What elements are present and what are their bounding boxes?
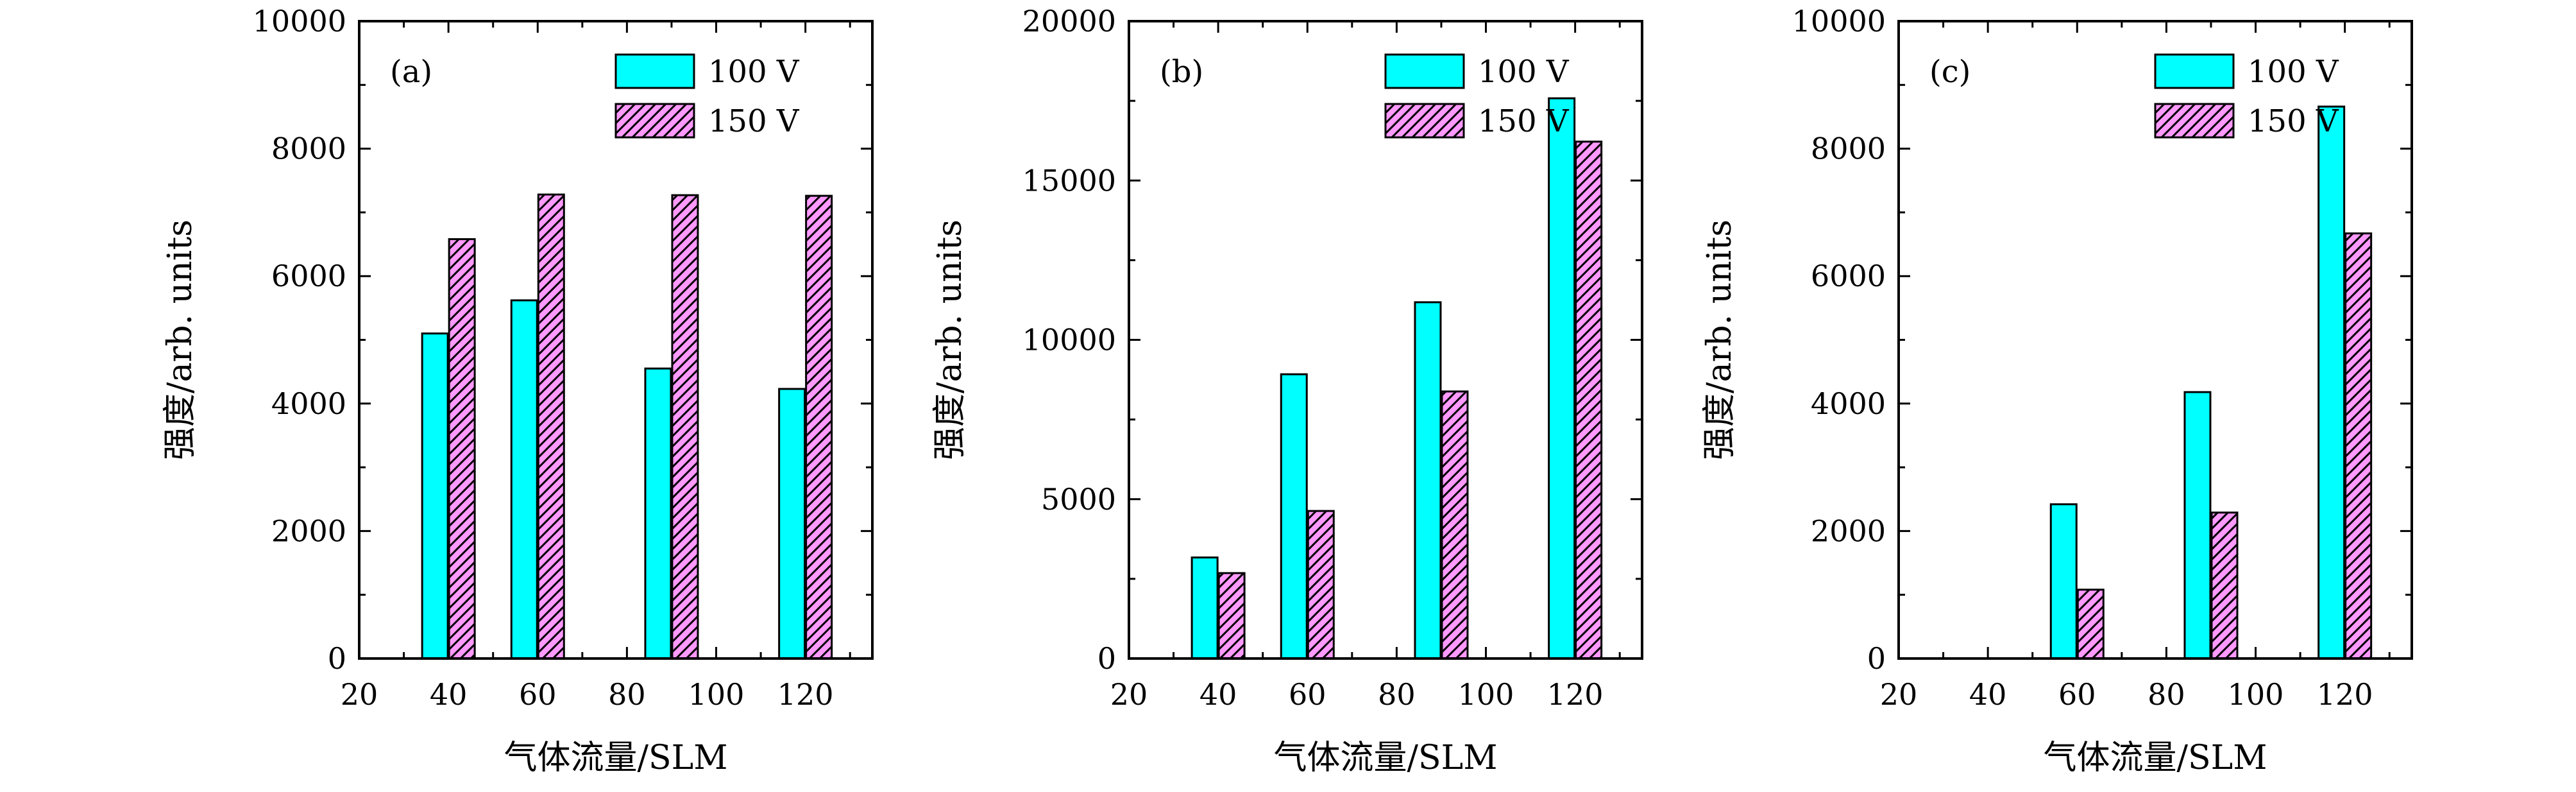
y-tick-label: 10000 [1792, 4, 1886, 39]
x-tick-label: 120 [1547, 677, 1604, 712]
x-tick-label: 20 [341, 677, 378, 712]
bar-100v-60 [2049, 503, 2078, 660]
x-tick-label: 100 [1458, 677, 1514, 712]
chart-panel-2: 0 5000 10000 15000 20000 20 40 60 80 100 120 气体流量/S… [931, 4, 1643, 777]
x-tick-label: 80 [608, 677, 646, 712]
x-tick-label: 20 [1110, 677, 1148, 712]
x-tick-label: 40 [430, 677, 468, 712]
x-tick-label: 40 [1199, 677, 1237, 712]
legend-swatch-100v [1384, 53, 1465, 89]
y-tick-label: 0 [328, 641, 346, 676]
bar-100v-90 [644, 367, 672, 660]
legend-swatch-150v [1384, 103, 1465, 139]
y-tick-label: 2000 [271, 513, 346, 548]
panel-label: (a) [390, 54, 432, 90]
x-tick-label: 60 [1289, 677, 1326, 712]
bar-100v-120 [2318, 105, 2346, 660]
x-axis-label: 气体流量/SLM [1274, 739, 1498, 777]
bar-150v-90 [671, 194, 699, 660]
y-axis-label: 强度/arb. units [161, 220, 199, 460]
legend-label-150v: 150 V [1478, 103, 1570, 139]
x-tick-label: 20 [1880, 677, 1918, 712]
legend-swatch-100v [2154, 53, 2235, 89]
panel-label: (b) [1160, 54, 1203, 90]
y-tick-label: 20000 [1022, 4, 1116, 39]
y-tick-label: 0 [1867, 641, 1886, 676]
x-tick-label: 100 [2228, 677, 2284, 712]
y-tick-label: 6000 [1811, 259, 1886, 293]
x-tick-label: 40 [1969, 677, 2007, 712]
chart-panel-3: 0 2000 4000 6000 8000 10000 20 40 60 80 100 120 气体流量… [1700, 4, 2413, 777]
bar-100v-90 [1414, 301, 1442, 660]
bar-150v-120 [2344, 232, 2373, 660]
x-tick-label: 80 [1378, 677, 1416, 712]
y-tick-label: 10000 [1022, 323, 1116, 357]
y-axis-label: 强度/arb. units [1700, 220, 1739, 460]
bar-100v-120 [1548, 97, 1576, 660]
bar-100v-40 [1191, 556, 1219, 660]
bar-100v-120 [778, 388, 806, 660]
y-tick-label: 8000 [1811, 132, 1886, 166]
bar-150v-120 [1575, 141, 1603, 660]
bar-150v-60 [2076, 589, 2105, 660]
y-axis-label: 强度/arb. units [931, 220, 969, 460]
y-tick-label: 0 [1097, 641, 1116, 676]
y-tick-label: 10000 [253, 4, 346, 39]
legend-label-100v: 100 V [2248, 54, 2339, 90]
legend-swatch-100v [614, 53, 695, 89]
bar-150v-40 [448, 238, 476, 660]
bar-150v-40 [1217, 572, 1246, 660]
x-tick-label: 120 [2317, 677, 2373, 712]
bar-150v-90 [1441, 390, 1469, 660]
x-tick-label: 60 [519, 677, 557, 712]
y-tick-label: 8000 [271, 132, 346, 166]
x-tick-label: 120 [777, 677, 834, 712]
bar-150v-60 [1307, 510, 1335, 660]
x-tick-label: 100 [688, 677, 745, 712]
legend-swatch-150v [614, 103, 695, 139]
chart-panel-1: 0 2000 4000 6000 8000 10000 20 40 60 80 100 120 气体流量… [161, 4, 874, 777]
y-tick-label: 5000 [1041, 482, 1116, 517]
legend-label-150v: 150 V [2248, 103, 2339, 139]
bar-150v-90 [2210, 512, 2239, 660]
bar-100v-90 [2183, 391, 2212, 660]
y-tick-label: 2000 [1811, 513, 1886, 548]
legend-label-100v: 100 V [1478, 54, 1570, 90]
bar-150v-120 [805, 194, 833, 660]
legend-label-150v: 150 V [708, 103, 800, 139]
x-axis-label: 气体流量/SLM [504, 739, 728, 777]
y-tick-label: 4000 [271, 386, 346, 421]
x-tick-label: 80 [2148, 677, 2185, 712]
legend-swatch-150v [2154, 103, 2235, 139]
bar-100v-40 [421, 332, 449, 660]
legend-label-100v: 100 V [708, 54, 800, 90]
y-tick-label: 4000 [1811, 386, 1886, 421]
bar-150v-60 [537, 193, 565, 660]
bar-100v-60 [1280, 373, 1308, 660]
panel-label: (c) [1929, 54, 1970, 90]
bar-100v-60 [510, 299, 538, 660]
x-tick-label: 60 [2058, 677, 2096, 712]
x-axis-label: 气体流量/SLM [2044, 739, 2267, 777]
y-tick-label: 6000 [271, 259, 346, 293]
y-tick-label: 15000 [1022, 163, 1116, 198]
